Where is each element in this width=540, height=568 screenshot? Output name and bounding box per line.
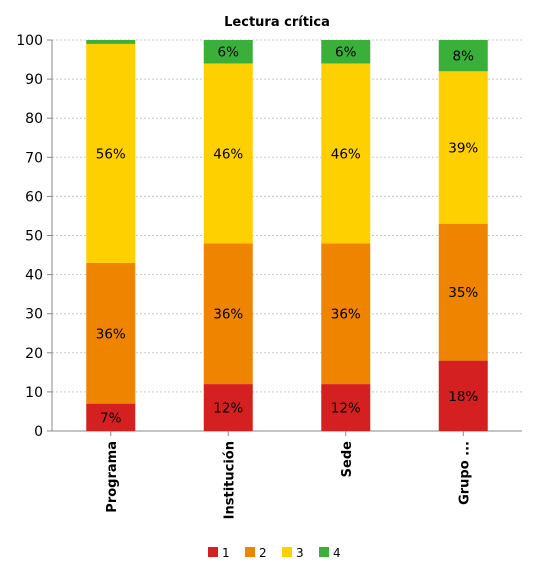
legend-swatch-series-3 — [282, 547, 292, 557]
category-label: Institución — [222, 441, 237, 519]
legend-label: 3 — [296, 546, 304, 560]
category-labels: Programa Institución Sede Grupo ... — [105, 441, 473, 520]
bar-segment-series-3 — [438, 71, 488, 224]
chart-title: Lectura crítica — [224, 15, 330, 30]
legend-label: 4 — [333, 546, 341, 560]
y-tick-label: 20 — [25, 346, 43, 362]
category-label: Sede — [340, 441, 355, 477]
y-tick-label: 30 — [25, 307, 43, 323]
bar-segment-series-4 — [438, 40, 488, 72]
y-tick-label: 90 — [25, 72, 43, 88]
bar-segment-series-1 — [86, 403, 136, 431]
data-label: 7% — [100, 410, 122, 426]
data-label: 39% — [448, 141, 478, 157]
legend-label: 2 — [259, 546, 267, 560]
y-tick-label: 50 — [25, 229, 43, 245]
data-label: 6% — [218, 45, 240, 61]
bar-segment-series-3 — [321, 63, 371, 244]
y-tick-label: 40 — [25, 268, 43, 284]
axes: 0 10 20 30 40 50 60 70 80 90 100 — [16, 33, 522, 440]
y-tick-label: 100 — [16, 33, 43, 49]
legend: 1 2 3 4 — [208, 546, 341, 560]
bars — [86, 40, 488, 431]
bar-segment-series-3 — [203, 63, 253, 244]
data-label: 46% — [213, 146, 243, 162]
bar-segment-series-4 — [321, 40, 371, 64]
data-label: 12% — [213, 401, 243, 417]
data-label: 36% — [331, 307, 361, 323]
data-label: 36% — [96, 326, 126, 342]
bar-segment-series-2 — [321, 243, 371, 385]
data-label: 6% — [335, 45, 357, 61]
data-label: 36% — [213, 307, 243, 323]
data-label: 8% — [453, 49, 475, 65]
bar-segment-series-1 — [203, 384, 253, 431]
bar-segment-series-1 — [438, 360, 488, 431]
bar-segment-series-4 — [86, 40, 136, 44]
y-tick-label: 60 — [25, 189, 43, 205]
y-tick-label: 0 — [34, 424, 43, 440]
y-tick-label: 70 — [25, 150, 43, 166]
legend-swatch-series-1 — [208, 547, 218, 557]
data-label: 35% — [448, 285, 478, 301]
data-label: 18% — [448, 389, 478, 405]
legend-swatch-series-2 — [245, 547, 255, 557]
bar-segment-series-2 — [86, 262, 136, 404]
data-label: 12% — [331, 401, 361, 417]
category-label: Grupo ... — [457, 441, 472, 505]
category-label: Programa — [105, 441, 120, 513]
bar-segment-series-2 — [438, 223, 488, 361]
bar-segment-series-3 — [86, 43, 136, 263]
legend-swatch-series-4 — [319, 547, 329, 557]
data-label: 56% — [96, 146, 126, 162]
y-tick-label: 10 — [25, 385, 43, 401]
bar-segment-series-4 — [203, 40, 253, 64]
y-tick-label: 80 — [25, 111, 43, 127]
bar-segment-series-1 — [321, 384, 371, 431]
bar-segment-series-2 — [203, 243, 253, 385]
data-label: 46% — [331, 146, 361, 162]
data-labels: 7% 36% 56% 12% 36% 46% 6% 12% 36% 46% 6% 18% 35% 39% 8… — [96, 45, 479, 427]
legend-label: 1 — [222, 546, 230, 560]
